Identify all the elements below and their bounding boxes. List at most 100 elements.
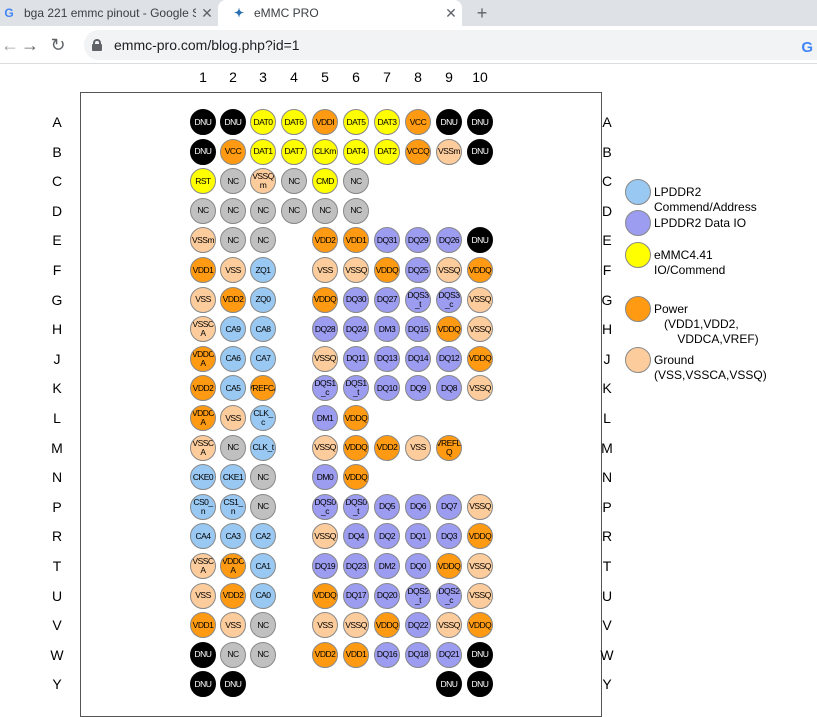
pin-ball: VDDQ [467, 345, 493, 372]
pin-ball: DAT3 [374, 109, 400, 135]
pin-ball: DNU [467, 138, 493, 165]
pin-ball: DAT7 [281, 138, 307, 165]
pin-ball: CA1 [250, 553, 276, 579]
pin-ball: DQ15 [405, 316, 431, 343]
row-header-left: G [51, 291, 63, 308]
pin-ball: NC [220, 197, 246, 224]
pin-ball: VSSm [190, 227, 216, 254]
pin-ball: VSSC A [190, 434, 216, 461]
row-header-left: F [52, 262, 62, 278]
legend-swatch [625, 296, 651, 322]
row-header-left: A [52, 114, 62, 130]
tab-google-search[interactable]: G bga 221 emmc pinout - Google S ✕ [0, 0, 218, 26]
pin-ball: VSSQ [436, 612, 462, 639]
pin-ball: DQS0 _c [312, 493, 338, 520]
column-header: 7 [383, 69, 391, 85]
pin-ball: DQ19 [312, 553, 338, 579]
pin-ball: VCCQ [405, 138, 431, 165]
pin-ball: VSS [220, 257, 246, 283]
pin-ball: DNU [436, 671, 462, 698]
pin-ball: VDDQ [374, 257, 400, 283]
row-header-right: V [602, 617, 612, 634]
legend-label: Ground (VSS,VSSCA,VSSQ) [654, 353, 767, 382]
row-header-right: M [601, 439, 613, 456]
tab-close-icon[interactable]: ✕ [201, 4, 213, 21]
pin-ball: CMD [312, 168, 338, 195]
pin-ball: DNU [467, 109, 493, 135]
row-header-right: N [601, 469, 613, 486]
pin-ball: NC [312, 197, 338, 224]
pin-ball: VSSQ [467, 286, 493, 313]
pin-ball: DQ26 [436, 227, 462, 254]
pin-ball: VSS [405, 434, 431, 461]
legend-label: eMMC4.41 IO/Commend [654, 248, 726, 277]
pin-ball: VSSQ m [250, 168, 276, 195]
row-header-right: E [602, 232, 612, 249]
pin-ball: DQ13 [374, 345, 400, 372]
new-tab-button[interactable]: + [476, 2, 488, 23]
lock-icon[interactable] [92, 39, 102, 51]
pin-ball: DM3 [374, 316, 400, 343]
pin-ball: DQ3 [436, 523, 462, 550]
row-header-right: F [602, 262, 612, 278]
row-header-right: R [601, 528, 613, 545]
pin-ball: DQ12 [436, 345, 462, 372]
pin-ball: DQ5 [374, 493, 400, 520]
row-header-right: W [600, 646, 614, 663]
pin-ball: VDD1 [190, 257, 216, 283]
pin-ball: DQ29 [405, 227, 431, 254]
legend-label: LPDDR2 Data IO [654, 216, 747, 230]
address-bar[interactable]: emmc-pro.com/blog.php?id=1 G [84, 30, 817, 60]
row-header-left: N [51, 469, 63, 486]
pin-ball: VDD2 [220, 286, 246, 313]
pin-ball: VDD2 [312, 641, 338, 668]
pin-ball: VDD1 [343, 641, 369, 668]
pin-ball: DAT1 [250, 138, 276, 165]
pin-ball: NC [343, 197, 369, 224]
pin-ball: CS1_ n [220, 493, 246, 520]
tab-close-icon[interactable]: ✕ [445, 4, 457, 21]
pin-ball: VSSQ [312, 345, 338, 372]
pin-ball: CA7 [250, 345, 276, 372]
pin-ball: NC [250, 641, 276, 668]
pin-ball: DQ16 [374, 641, 400, 668]
pin-ball: DM0 [312, 464, 338, 491]
pin-ball: VSSQ [467, 375, 493, 402]
column-header: 2 [229, 69, 237, 85]
pin-ball: DQS3 _c [436, 286, 462, 313]
forward-arrow-icon[interactable]: → [21, 35, 39, 55]
pin-ball: VSSQ [343, 257, 369, 283]
pin-ball: DQ17 [343, 582, 369, 609]
tab-emmc-pro[interactable]: ✦ eMMC PRO ✕ [218, 0, 462, 26]
column-header: 5 [321, 69, 329, 85]
pin-ball: DQ14 [405, 345, 431, 372]
pin-ball: NC [250, 464, 276, 491]
pin-ball: CLKm [312, 138, 338, 165]
row-header-left: P [52, 498, 62, 515]
pin-ball: DQ6 [405, 493, 431, 520]
pin-ball: NC [281, 197, 307, 224]
pin-ball: CA3 [220, 523, 246, 550]
pin-ball: DNU [220, 671, 246, 698]
row-header-left: M [51, 439, 63, 456]
pin-ball: VDDQ [343, 434, 369, 461]
pin-ball: VSSQ [436, 257, 462, 283]
reload-icon[interactable]: ↻ [50, 35, 66, 55]
pin-ball: NC [250, 197, 276, 224]
pin-ball: DQ23 [343, 553, 369, 579]
pin-ball: VSSQ [467, 316, 493, 343]
pin-ball: VSS [220, 612, 246, 639]
pin-ball: NC [220, 434, 246, 461]
pin-ball: VDD2 [374, 434, 400, 461]
pin-ball: DAT5 [343, 109, 369, 135]
column-header: 9 [445, 69, 453, 85]
google-icon[interactable]: G [801, 39, 813, 56]
back-arrow-icon[interactable]: ← [1, 35, 19, 55]
pin-ball: VREFCA [250, 375, 276, 402]
column-header: 8 [414, 69, 422, 85]
emmc-favicon-icon: ✦ [233, 6, 245, 20]
url-text[interactable]: emmc-pro.com/blog.php?id=1 [114, 37, 300, 53]
pin-ball: VSSC A [190, 316, 216, 343]
pin-ball: DQS3 _t [405, 286, 431, 313]
